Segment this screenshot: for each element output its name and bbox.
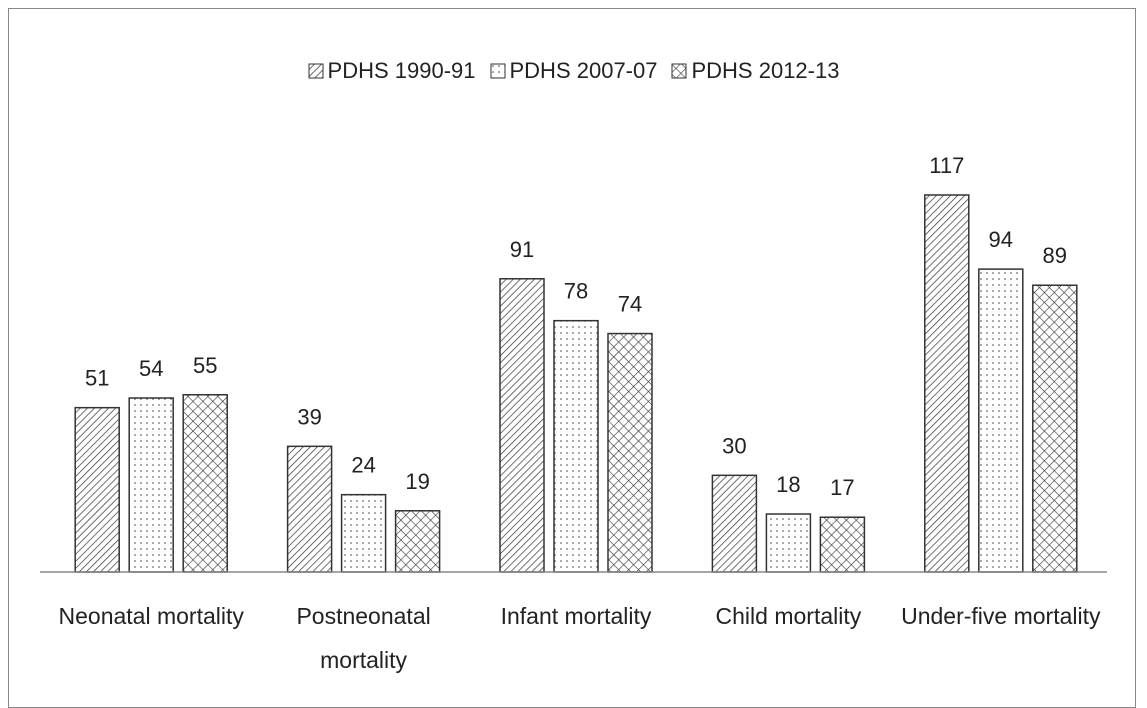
data-label: 18 (776, 472, 800, 497)
bar (340, 493, 387, 573)
data-label: 55 (193, 353, 217, 378)
data-label: 39 (297, 404, 321, 429)
legend-swatch (490, 63, 505, 79)
bar (978, 268, 1024, 573)
x-tick-label: Child mortality (715, 603, 862, 629)
bar (182, 394, 228, 573)
data-label: 74 (618, 292, 642, 317)
legend-item: PDHS 1990-91 (308, 58, 476, 84)
data-label: 78 (564, 279, 588, 304)
legend-item: PDHS 2012-13 (671, 58, 839, 84)
bar (819, 516, 866, 573)
bar (924, 194, 970, 573)
data-label: 19 (405, 469, 429, 494)
bar (74, 406, 120, 573)
legend-label: PDHS 2007-07 (509, 58, 658, 83)
data-label: 117 (929, 153, 964, 178)
bar (765, 513, 812, 573)
x-tick-label: Neonatal mortality (58, 603, 244, 629)
chart: 51 54 55 39 24 19 91 78 74 30 18 17 117 94 89 PDHS 199… (0, 8, 1147, 708)
legend-swatch-box (308, 63, 324, 79)
data-label: 94 (989, 227, 1013, 252)
data-label: 30 (722, 433, 746, 458)
bar (499, 278, 545, 573)
bar (394, 510, 441, 573)
legend-swatch-box (671, 63, 687, 79)
data-label: 89 (1043, 243, 1067, 268)
data-label: 24 (351, 453, 375, 478)
bar (128, 397, 174, 573)
data-label: 51 (85, 366, 109, 391)
data-label: 17 (830, 475, 854, 500)
legend-swatch (671, 63, 687, 79)
x-tick-label: Postneonatal mortality (296, 603, 431, 673)
legend-swatch-box (490, 63, 505, 79)
bar (1032, 284, 1078, 573)
legend-swatch (308, 63, 324, 79)
legend-label: PDHS 2012-13 (691, 58, 840, 83)
x-tick-label: Under-five mortality (901, 603, 1101, 629)
data-label: 91 (510, 237, 534, 262)
legend-item: PDHS 2007-07 (490, 58, 658, 84)
data-label: 54 (139, 356, 163, 381)
plot: 51 54 55 39 24 19 91 78 74 30 18 17 117 94 89 (40, 153, 1107, 573)
x-tick-label: Infant mortality (500, 603, 652, 629)
bar (711, 474, 758, 573)
legend: PDHS 1990-91 PDHS 2007-07 PDHS 2012-13 (0, 58, 1147, 84)
bar (286, 445, 333, 573)
bar (553, 319, 599, 573)
bar (607, 332, 653, 573)
legend-label: PDHS 1990-91 (327, 58, 476, 83)
